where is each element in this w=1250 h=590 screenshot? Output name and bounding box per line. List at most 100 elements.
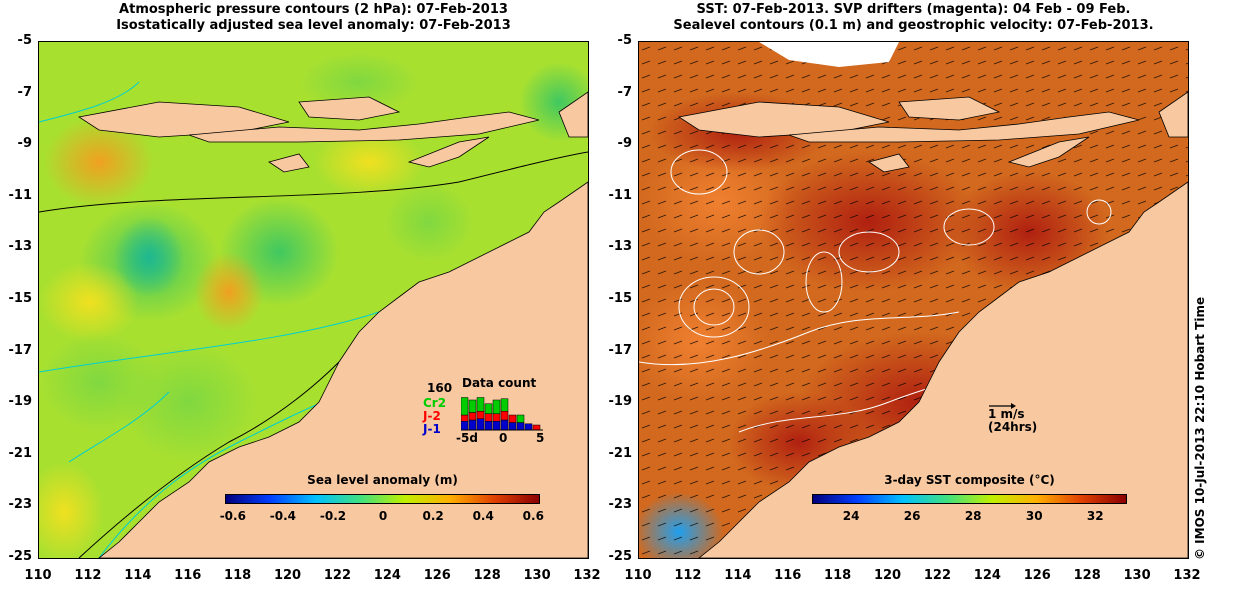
left-lon-tick: 122 [323,568,352,583]
right-lat-tick: -17 [608,342,633,358]
sst-colorbar-title: 3-day SST composite (°C) [884,473,1055,487]
right-title-line2: Sealevel contours (0.1 m) and geostrophi… [673,18,1154,33]
data-count-bar-j1 [500,419,509,431]
right-lon-tick: 122 [923,568,952,583]
data-count-bar-j2 [461,414,469,422]
data-count-bar-j2 [476,411,485,419]
sst-colorbar-tick: 28 [964,509,982,523]
sla-colorbar-title: Sea level anomaly (m) [307,473,458,487]
data-count-bar-cr2 [476,397,485,412]
right-lon-tick: 124 [973,568,1001,583]
left-lon-tick: 110 [24,568,52,583]
left-title-line1: Atmospheric pressure contours (2 hPa): 0… [119,2,508,17]
right-lon-tick: 132 [1173,568,1201,583]
sla-colorbar-tick: 0.6 [522,509,544,523]
sla-colorbar-tick: 0 [378,509,388,523]
sst-map-graphic [639,42,1188,558]
right-lat-tick: -19 [608,394,633,410]
left-lat-tick: -11 [8,187,33,203]
sla-colorbar-tick: -0.6 [219,509,246,523]
right-title-line1: SST: 07-Feb-2013. SVP drifters (magenta)… [696,2,1131,17]
right-lat-tick: -21 [608,445,633,461]
data-count-bar-cr2 [468,399,477,413]
data-count-bar-cr2 [500,398,509,412]
data-count-bar-j1 [508,422,517,431]
data-count-bar-cr2 [461,397,469,416]
sst-map [638,41,1189,559]
right-lat-tick: -15 [608,291,633,306]
data-count-bar-j2 [508,414,517,423]
left-lat-tick: -17 [8,342,33,358]
left-lat-tick: -13 [8,239,33,255]
right-lat-tick: -7 [617,84,632,100]
right-lon-tick: 114 [724,568,752,583]
data-count-bar-cr2 [516,414,525,423]
data-count-bar-cr2 [492,399,501,414]
credit-text: © IMOS 10-Jul-2013 22:10 Hobart Time [1193,296,1207,560]
right-lon-tick: 116 [774,568,802,583]
left-lon-tick: 112 [74,568,102,583]
data-count-bar-j1 [516,422,525,431]
data-count-bar-j2 [492,413,501,422]
left-lon-tick: 128 [473,568,501,583]
left-lat-tick: -9 [17,136,32,152]
velocity-scale-sub: (24hrs) [988,420,1038,434]
left-title-line2: Isostatically adjusted sea level anomaly… [116,18,511,33]
data-count-bar-j2 [500,411,509,421]
right-lat-tick: -5 [617,33,632,48]
sla-colorbar-tick: -0.4 [269,509,297,523]
left-lon-tick: 130 [523,568,551,583]
left-lat-tick: -15 [8,291,33,306]
data-count-bar-j1 [461,421,469,431]
left-lon-tick: 116 [174,568,202,583]
sla-colorbar-tick: 0.4 [472,509,494,523]
right-lat-tick: -9 [617,136,632,152]
left-lon-tick: 114 [124,568,152,583]
data-count-bar-j2 [468,412,477,421]
left-lat-tick: -5 [17,33,32,48]
data-count-tick-start: -5d [456,431,478,445]
data-count-bar-j1 [492,421,501,431]
right-title: SST: 07-Feb-2013. SVP drifters (magenta)… [638,2,1189,34]
data-count-bar-j1 [524,423,533,431]
right-lon-tick: 128 [1073,568,1101,583]
sst-colorbar-tick: 32 [1086,509,1104,523]
sla-map-graphic [39,42,588,558]
left-lon-tick: 124 [373,568,401,583]
data-count-bar-j1 [476,418,485,431]
right-lon-tick: 110 [624,568,652,583]
data-count-bar-j1 [468,419,477,431]
right-lat-tick: -23 [608,497,633,513]
left-lat-tick: -7 [17,84,32,100]
left-lon-tick: 126 [423,568,451,583]
data-count-legend-j1: J-1 [423,422,441,436]
velocity-scale-label: 1 m/s [988,407,1025,421]
data-count-bar-cr2 [484,403,493,414]
left-lat-tick: -21 [8,445,33,461]
left-lat-tick: -19 [8,394,33,410]
data-count-legend-j2: J-2 [423,409,441,423]
right-lon-tick: 126 [1023,568,1051,583]
sst-colorbar-tick: 30 [1025,509,1043,523]
data-count-legend-cr2: Cr2 [423,396,447,410]
data-count-chart [461,397,543,431]
right-lon-tick: 112 [674,568,702,583]
sst-colorbar [812,494,1127,504]
right-lat-tick: -13 [608,239,633,255]
left-lon-tick: 118 [224,568,252,583]
right-lon-tick: 120 [873,568,902,583]
right-lon-tick: 118 [824,568,852,583]
data-count-bar-j2 [532,424,541,431]
left-lon-tick: 120 [273,568,302,583]
data-count-tick-end: 5 [536,431,545,445]
sla-colorbar-tick: 0.2 [422,509,444,523]
data-count-max: 160 [427,381,453,395]
left-lon-tick: 132 [573,568,601,583]
left-lat-tick: -25 [8,549,33,564]
right-lat-tick: -25 [608,549,633,564]
right-lon-tick: 130 [1123,568,1151,583]
sla-colorbar-tick: -0.2 [319,509,347,523]
data-count-bar-j2 [484,413,493,422]
data-count-title: Data count [462,376,537,390]
sla-colorbar [225,494,540,504]
